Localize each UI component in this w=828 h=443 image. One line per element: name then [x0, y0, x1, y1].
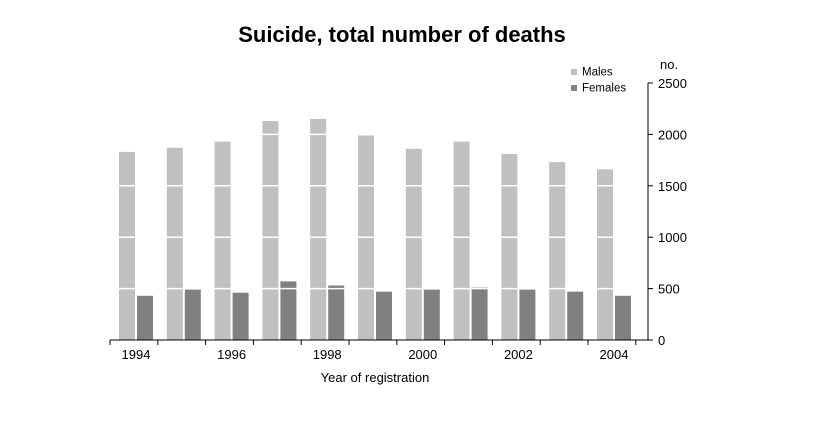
x-tick-label-1998: 1998	[313, 347, 342, 362]
bar-males-2000	[405, 148, 422, 340]
bar-males-1994	[119, 151, 135, 340]
chart-title: Suicide, total number of deaths	[238, 22, 566, 47]
y-tick-label-500: 500	[658, 282, 680, 297]
bar-males-1997	[262, 121, 279, 340]
legend-swatch-females	[571, 85, 577, 91]
bar-males-2003	[549, 162, 566, 340]
bar-females-2000	[423, 289, 440, 340]
legend-label-males: Males	[582, 67, 613, 79]
x-tick-label-2002: 2002	[504, 347, 533, 362]
y-tick-label-1500: 1500	[658, 179, 687, 194]
bar-males-1998	[310, 118, 327, 340]
legend: Males Females	[571, 67, 626, 95]
bar-males-2002	[501, 153, 518, 340]
bar-females-1995	[184, 289, 201, 340]
bar-females-1996	[232, 292, 249, 340]
bar-females-1994	[137, 295, 153, 340]
y-tick-label-0: 0	[658, 333, 665, 348]
bar-females-2004	[615, 295, 631, 340]
bar-females-2002	[519, 289, 536, 340]
legend-label-females: Females	[582, 83, 626, 95]
bar-males-1996	[214, 141, 231, 340]
bar-males-1995	[166, 147, 183, 340]
bar-males-2001	[453, 141, 470, 340]
y-tick-label-2000: 2000	[658, 127, 687, 142]
legend-swatch-males	[571, 69, 577, 75]
y-tick-label-1000: 1000	[658, 230, 687, 245]
x-tick-label-1996: 1996	[217, 347, 246, 362]
bar-females-1997	[280, 281, 297, 340]
bars-group	[110, 82, 648, 340]
axes-group: 1994 1996 1998 2000 2002 2004 0 500 1000 1500 2000…	[109, 76, 687, 362]
x-tick-label-2004: 2004	[600, 347, 629, 362]
x-axis-label: Year of registration	[321, 370, 430, 385]
y-tick-label-2500: 2500	[658, 76, 687, 91]
bar-females-2001	[471, 287, 488, 340]
x-tick-label-1994: 1994	[122, 347, 151, 362]
bar-females-1999	[376, 291, 392, 340]
bar-males-2004	[597, 169, 613, 340]
bar-females-1998	[328, 285, 345, 340]
bar-females-2003	[567, 291, 584, 340]
y-axis-unit-label: no.	[660, 57, 678, 72]
x-tick-label-2000: 2000	[408, 347, 437, 362]
